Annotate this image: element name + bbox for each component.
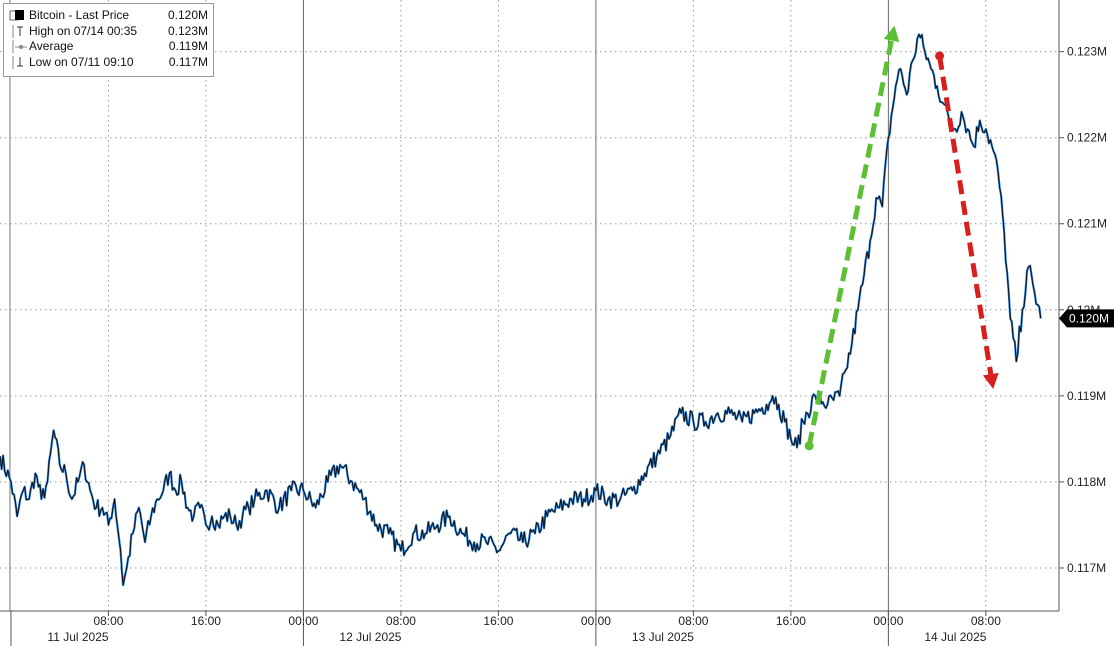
y-tick-label: 0.123M [1067, 45, 1107, 59]
legend-average-marker [9, 39, 29, 54]
fall-arrow-start-dot [935, 51, 945, 61]
legend-low-value: 0.117M [168, 54, 208, 69]
y-tick-label: 0.118M [1067, 475, 1106, 489]
rise-arrow-line [806, 40, 894, 447]
legend-low-marker [9, 55, 29, 70]
filled-square-icon [9, 10, 24, 21]
legend-average-label: Average [29, 39, 74, 53]
price-line [0, 33, 1042, 586]
rise-arrow-start-dot [804, 441, 814, 451]
y-tick-label: 0.121M [1067, 217, 1107, 231]
rise-arrow-head [883, 25, 900, 43]
x-tick-label: 16:00 [483, 614, 513, 628]
last-price-tag-label: 0.120M [1069, 311, 1109, 325]
x-tick-label: 00:00 [873, 614, 903, 628]
y-tick-label: 0.117M [1067, 561, 1106, 575]
x-tick-label: 00:00 [288, 614, 318, 628]
legend-high-marker [9, 24, 29, 39]
x-tick-label: 08:00 [971, 614, 1001, 628]
fall-arrow-line [937, 55, 994, 375]
grid-lines [0, 0, 1059, 611]
y-axis-ticks: 0.123M0.122M0.121M0.12M0.119M0.118M0.117… [1059, 45, 1107, 575]
high-marker-icon [12, 24, 23, 38]
fall-arrow-head [982, 372, 999, 389]
legend-row-high: High on 07/14 00:35 0.123M [9, 24, 208, 40]
x-tick-label: 16:00 [776, 614, 806, 628]
legend-series-swatch [9, 8, 29, 23]
legend-high-value: 0.123M [167, 23, 208, 38]
x-tick-label: 08:00 [93, 614, 123, 628]
annotation-arrows [804, 25, 999, 451]
chart-legend: Bitcoin - Last Price 0.120M High on 07/1… [3, 3, 214, 77]
legend-series-label: Bitcoin - Last Price [29, 8, 130, 22]
x-date-label: 11 Jul 2025 [47, 630, 108, 644]
legend-row-low: Low on 07/11 09:10 0.117M [9, 55, 208, 71]
average-marker-icon [12, 40, 27, 54]
x-date-label: 14 Jul 2025 [924, 630, 986, 644]
y-tick-label: 0.119M [1067, 389, 1106, 403]
x-date-label: 13 Jul 2025 [632, 630, 694, 644]
series-layer [0, 33, 1042, 587]
x-date-label: 12 Jul 2025 [339, 630, 401, 644]
y-tick-label: 0.122M [1067, 131, 1107, 145]
last-price-tag: 0.120M [1059, 309, 1114, 328]
axes [0, 0, 1060, 646]
x-tick-label: 08:00 [386, 614, 416, 628]
legend-series-value: 0.120M [167, 8, 208, 22]
legend-high-label: High on 07/14 00:35 [29, 23, 138, 38]
last-price-tag-shape [1059, 309, 1114, 328]
x-tick-label: 00:00 [581, 614, 611, 628]
x-tick-label: 08:00 [678, 614, 708, 628]
legend-row-average: Average 0.119M [9, 39, 208, 55]
x-axis-ticks: 08:00 16:00 00:00 08:00 16:00 00:00 08:00 16:00… [47, 611, 1001, 644]
legend-low-label: Low on 07/11 09:10 [29, 54, 134, 69]
legend-average-value: 0.119M [168, 39, 208, 53]
low-marker-icon [12, 55, 23, 69]
x-tick-label: 16:00 [191, 614, 221, 628]
legend-row-last-price: Bitcoin - Last Price 0.120M [9, 8, 208, 24]
